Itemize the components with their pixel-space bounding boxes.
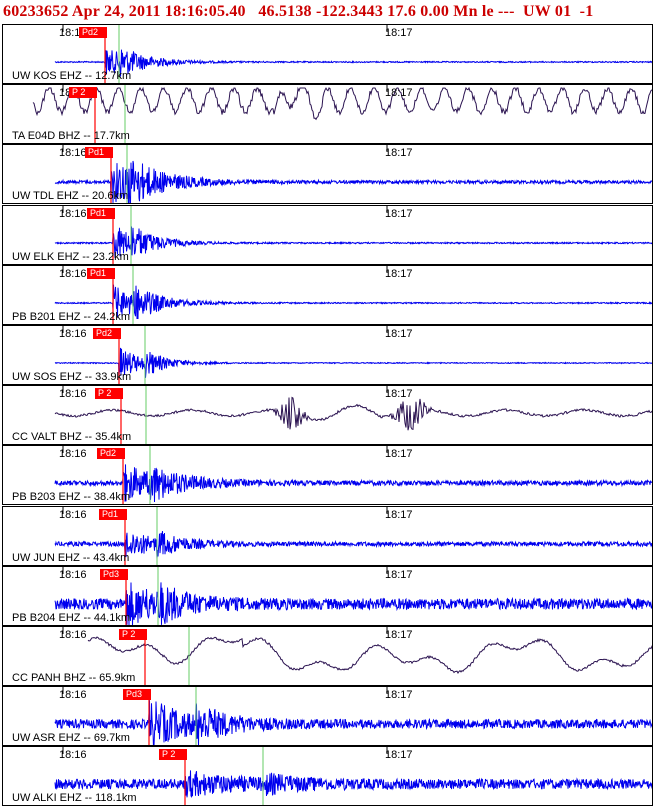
seismogram-panel[interactable]: 18:16 18:17 Pd1 UW JUN EHZ -- 43.4km	[2, 505, 653, 566]
time-label-left: 18:16	[59, 448, 87, 461]
waveform-plot	[54, 205, 652, 264]
time-label-right: 18:17	[385, 448, 413, 461]
waveform-trace	[54, 226, 652, 258]
time-label-left: 18:16	[59, 508, 87, 521]
time-label-left: 18:16	[59, 749, 87, 762]
waveform-plot	[54, 386, 652, 445]
phase-pick-label[interactable]: Pd2	[79, 27, 107, 38]
seismogram-panel[interactable]: 18:16 18:17 Pd2 UW KOS EHZ -- 12.7km	[2, 24, 653, 84]
time-label-right: 18:17	[385, 147, 413, 160]
time-label-right: 18:17	[385, 207, 413, 220]
station-label: UW ELK EHZ -- 23.2km	[12, 250, 129, 263]
time-label-left: 18:16	[59, 207, 87, 220]
phase-pick-label[interactable]: Pd1	[99, 508, 127, 520]
waveform-trace	[54, 530, 652, 559]
phase-pick-label[interactable]: P 2	[119, 629, 147, 640]
time-label-right: 18:17	[385, 388, 413, 401]
seismogram-panel[interactable]: 18:16 18:17 Pd1 UW TDL EHZ -- 20.6km	[2, 144, 653, 205]
waveform-trace	[54, 396, 652, 431]
station-label: CC VALT BHZ -- 35.4km	[12, 431, 132, 444]
phase-pick-label[interactable]: Pd2	[93, 328, 121, 339]
time-label-left: 18:16	[59, 328, 87, 340]
station-label: UW JUN EHZ -- 43.4km	[12, 551, 130, 564]
phase-pick-label[interactable]: Pd3	[123, 689, 151, 701]
phase-pick-label[interactable]: Pd1	[87, 267, 115, 279]
waveform-trace	[54, 347, 652, 378]
phase-pick-label[interactable]: Pd1	[87, 207, 115, 219]
phase-pick-label[interactable]: Pd3	[100, 568, 128, 580]
seismogram-panel[interactable]: 18:16 18:17 P 2 CC VALT BHZ -- 35.4km	[2, 385, 653, 446]
seismogram-panel[interactable]: 18:16 18:17 P 2 CC PANH BHZ -- 65.9km	[2, 626, 653, 686]
seismogram-panel[interactable]: 18:16 18:17 Pd3 UW ASR EHZ -- 69.7km	[2, 686, 653, 747]
time-label-left: 18:16	[59, 267, 87, 280]
waveform-trace	[54, 161, 652, 204]
waveform-plot	[54, 747, 652, 806]
time-label-right: 18:17	[385, 629, 413, 641]
phase-pick-label[interactable]: P 2	[159, 749, 187, 761]
seismogram-panel[interactable]: 18:16 18:17 Pd2 PB B203 EHZ -- 38.4km	[2, 445, 653, 506]
event-info-text: 60233652 Apr 24, 2011 18:16:05.40 46.513…	[3, 3, 594, 20]
waveform-trace	[87, 636, 652, 674]
seismogram-panel[interactable]: 18:16 18:17 Pd1 PB B201 EHZ -- 24.2km	[2, 264, 653, 325]
time-label-right: 18:17	[385, 508, 413, 521]
waveform-trace	[54, 284, 652, 319]
waveform-plot	[62, 627, 652, 685]
time-label-right: 18:17	[385, 27, 413, 39]
time-label-right: 18:17	[385, 87, 413, 100]
phase-pick-label[interactable]: P 2	[69, 87, 97, 99]
time-label-left: 18:16	[59, 147, 87, 160]
station-label: UW TDL EHZ -- 20.6km	[12, 190, 129, 203]
waveform-plot	[54, 326, 652, 384]
time-label-right: 18:17	[385, 328, 413, 340]
waveform-trace	[54, 464, 652, 503]
time-label-right: 18:17	[385, 267, 413, 280]
time-label-left: 18:16	[59, 568, 87, 581]
waveform-plot	[54, 25, 652, 83]
phase-pick-label[interactable]: Pd2	[97, 448, 125, 460]
waveform-plot	[54, 446, 652, 505]
waveform-plot	[54, 506, 652, 565]
station-label: UW SOS EHZ -- 33.9km	[12, 371, 132, 383]
station-label: CC PANH BHZ -- 65.9km	[12, 672, 136, 684]
time-label-left: 18:16	[59, 27, 87, 39]
phase-pick-label[interactable]: P 2	[95, 388, 123, 400]
seismogram-panel[interactable]: 18:16 18:17 Pd2 UW SOS EHZ -- 33.9km	[2, 325, 653, 385]
station-label: UW ALKI EHZ -- 118.1km	[12, 792, 137, 805]
waveform-trace	[54, 700, 652, 746]
phase-pick-label[interactable]: Pd1	[85, 147, 113, 159]
waveform-trace	[32, 86, 652, 121]
time-label-left: 18:16	[59, 689, 87, 702]
station-label: UW KOS EHZ -- 12.7km	[12, 70, 132, 82]
seismogram-panel[interactable]: 18:16 18:17 Pd3 PB B204 EHZ -- 44.1km	[2, 565, 653, 626]
seismogram-panel[interactable]: 18:16 18:17 Pd1 UW ELK EHZ -- 23.2km	[2, 204, 653, 265]
waveform-trace	[54, 582, 652, 625]
waveform-trace	[54, 49, 652, 77]
time-label-left: 18:16	[59, 388, 87, 401]
station-label: UW ASR EHZ -- 69.7km	[12, 732, 130, 745]
waveform-plot	[32, 85, 652, 144]
station-label: PB B203 EHZ -- 38.4km	[12, 491, 130, 504]
seismogram-panel[interactable]: 18:16 18:17 P 2 UW ALKI EHZ -- 118.1km	[2, 746, 653, 806]
time-label-right: 18:17	[385, 749, 413, 762]
time-label-left: 18:16	[59, 629, 87, 641]
station-label: TA E04D BHZ -- 17.7km	[12, 130, 130, 143]
waveform-plot	[54, 265, 652, 324]
station-label: PB B201 EHZ -- 24.2km	[12, 310, 130, 323]
station-label: PB B204 EHZ -- 44.1km	[12, 611, 130, 624]
waveform-trace	[54, 770, 652, 799]
waveform-plot	[54, 687, 652, 746]
waveform-plot	[54, 145, 652, 204]
time-label-right: 18:17	[385, 568, 413, 581]
time-label-right: 18:17	[385, 689, 413, 702]
event-header: 60233652 Apr 24, 2011 18:16:05.40 46.513…	[0, 0, 655, 24]
waveform-plot	[54, 566, 652, 625]
